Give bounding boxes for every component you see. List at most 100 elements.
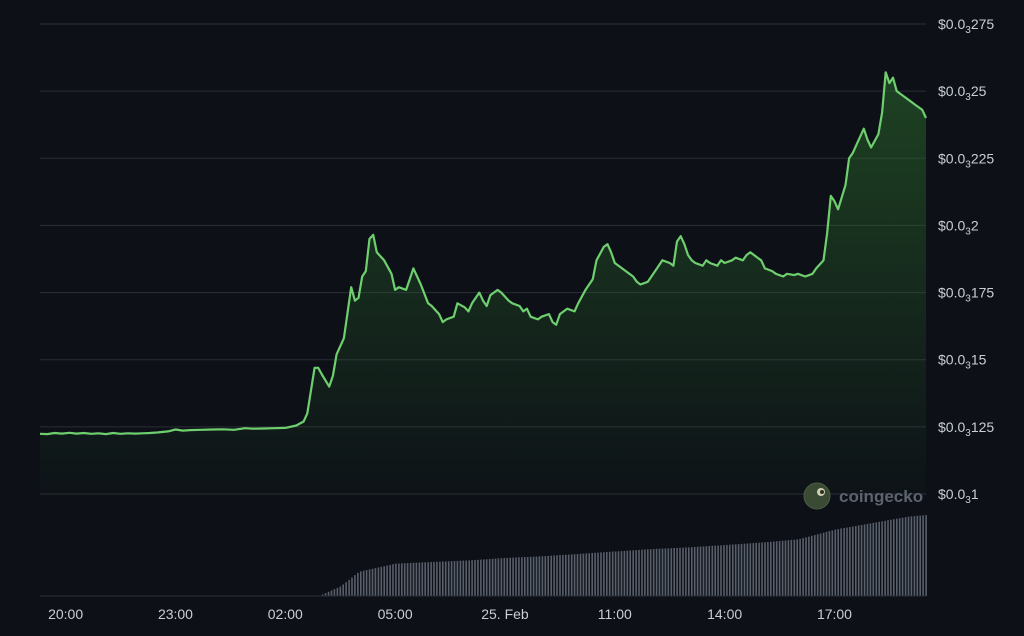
volume-bar — [638, 549, 640, 596]
volume-bar — [890, 519, 892, 596]
volume-bar — [450, 561, 453, 596]
volume-bar — [822, 532, 825, 596]
volume-bar — [600, 552, 602, 596]
volume-bar — [740, 543, 743, 596]
volume-bar — [529, 556, 532, 596]
volume-bar — [418, 562, 421, 596]
volume-bar — [916, 515, 919, 596]
x-tick-label: 05:00 — [378, 606, 413, 622]
volume-bar — [635, 550, 637, 596]
volume-bar — [632, 550, 634, 596]
volume-bar — [796, 539, 798, 596]
volume-bar — [436, 561, 438, 596]
volume-bar — [362, 570, 365, 596]
volume-bar — [884, 520, 886, 596]
volume-bar — [494, 558, 497, 596]
volume-bar — [919, 515, 921, 596]
volume-bar — [415, 562, 418, 596]
volume-bar — [652, 549, 655, 596]
y-tick-label: $0.032 — [938, 217, 979, 237]
volume-bar — [849, 527, 851, 596]
volume-bar — [893, 519, 895, 596]
volume-bar — [427, 562, 429, 596]
volume-bar — [808, 536, 810, 596]
y-tick-label: $0.0315 — [938, 352, 987, 372]
volume-bar — [623, 550, 626, 596]
volume-bar — [474, 560, 476, 596]
volume-bar — [761, 542, 763, 596]
price-area-fill — [40, 72, 926, 495]
volume-bar — [755, 542, 757, 596]
y-tick-label: $0.0325 — [938, 83, 987, 103]
volume-bar — [898, 518, 901, 596]
volume-bar — [752, 543, 755, 596]
volume-bar — [834, 529, 837, 596]
volume-bar — [386, 565, 388, 596]
volume-bar — [655, 548, 658, 596]
volume-bar — [805, 537, 807, 596]
volume-bar — [380, 566, 383, 596]
volume-bar — [591, 553, 593, 596]
volume-bar — [532, 556, 535, 596]
volume-bar — [705, 546, 708, 596]
x-tick-label: 25. Feb — [481, 606, 529, 622]
volume-bar — [535, 556, 538, 596]
price-line[interactable] — [39, 71, 928, 436]
volume-bar — [409, 563, 412, 596]
y-tick-label: $0.031 — [938, 486, 979, 506]
y-tick-label: $0.03175 — [938, 285, 994, 305]
volume-bar — [831, 530, 834, 596]
volume-bar — [778, 541, 781, 596]
volume-bar — [477, 559, 479, 596]
volume-bar — [515, 557, 517, 596]
volume-bar — [922, 515, 924, 596]
volume-bar — [608, 551, 611, 596]
volume-bar — [693, 547, 696, 596]
volume-bar — [541, 556, 544, 596]
volume-bar — [430, 562, 432, 596]
volume-bar — [658, 548, 661, 596]
volume-bar — [603, 552, 605, 596]
x-tick-label: 02:00 — [268, 606, 303, 622]
volume-bar — [679, 547, 681, 596]
volume-bar — [717, 545, 719, 596]
volume-bar — [784, 540, 787, 596]
volume-bar — [714, 545, 716, 596]
volume-bar — [764, 542, 766, 596]
volume-bar — [424, 562, 426, 596]
volume-bar — [336, 587, 339, 596]
volume-bar — [799, 538, 801, 596]
volume-bar — [360, 571, 362, 596]
x-tick-label: 23:00 — [158, 606, 193, 622]
volume-bar — [567, 554, 570, 596]
volume-bar — [913, 516, 916, 596]
volume-bar — [456, 560, 459, 596]
volume-bar — [901, 517, 904, 596]
watermark-text: coingecko — [839, 487, 923, 506]
volume-bar — [582, 553, 585, 596]
volume-bar — [480, 559, 482, 596]
x-tick-label: 20:00 — [48, 606, 83, 622]
volume-bar — [471, 560, 473, 596]
volume-bar — [488, 559, 491, 596]
coingecko-logo-icon — [803, 482, 831, 510]
volume-bar — [819, 533, 822, 596]
volume-bar — [875, 522, 878, 596]
volume-bar — [389, 564, 391, 596]
volume-bar — [770, 541, 772, 596]
volume-bar — [562, 554, 564, 596]
volume-bar — [392, 564, 394, 596]
volume-bar — [857, 525, 860, 596]
volume-bar — [544, 556, 547, 596]
volume-bar — [863, 524, 866, 596]
volume-bar — [468, 560, 470, 596]
volume-bar — [620, 551, 623, 596]
volume-bar — [565, 554, 567, 596]
volume-bar — [734, 544, 737, 596]
volume-bar — [910, 516, 913, 596]
volume-bar — [811, 535, 813, 596]
volume-bar — [342, 584, 344, 596]
volume-bar — [746, 543, 749, 596]
volume-bar — [904, 517, 907, 596]
volume-bar — [453, 561, 456, 596]
